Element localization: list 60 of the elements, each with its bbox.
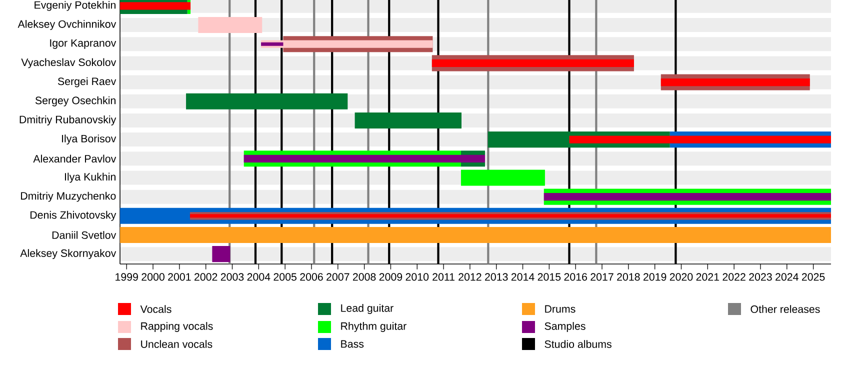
y-tick-label: Alexander Pavlov bbox=[33, 154, 116, 163]
x-tick-label: 1999 bbox=[116, 273, 138, 281]
x-tick-label: 2013 bbox=[485, 273, 508, 281]
legend-label: Unclean vocals bbox=[141, 340, 212, 348]
x-tick-label: 2009 bbox=[379, 273, 402, 281]
legend-label: Lead guitar bbox=[341, 304, 394, 314]
y-tick-label: Sergey Osechkin bbox=[35, 96, 116, 106]
x-tick-label: 2012 bbox=[458, 273, 482, 281]
y-tick-label: Daniil Svetlov bbox=[52, 231, 116, 239]
bar bbox=[569, 136, 832, 144]
y-tick-label: Dmitriy Rubanovskiy bbox=[20, 115, 116, 126]
y-tick-label: Ilya Kukhin bbox=[64, 172, 116, 183]
x-tick-label: 2010 bbox=[406, 273, 429, 281]
bar bbox=[460, 170, 545, 186]
x-tick-label: 2018 bbox=[617, 273, 640, 281]
x-tick-label: 2014 bbox=[511, 273, 534, 281]
legend-label: Rhythm guitar bbox=[341, 322, 406, 332]
x-tick-label: 2000 bbox=[142, 273, 164, 281]
x-tick-label: 2005 bbox=[274, 273, 296, 281]
bar bbox=[120, 226, 832, 244]
x-tick-label: 2007 bbox=[326, 273, 350, 281]
x-tick-label: 2015 bbox=[538, 273, 561, 281]
legend-label: Vocals bbox=[140, 305, 172, 313]
y-tick-label: Denis Zhivotovsky bbox=[30, 210, 116, 221]
y-tick-label: Evgeniy Potekhin bbox=[34, 0, 116, 11]
y-tick-label: Aleksey Ovchinnikov bbox=[18, 20, 116, 30]
x-tick-label: 2025 bbox=[802, 273, 825, 281]
x-tick-label: 2024 bbox=[776, 273, 798, 281]
y-tick-label: Aleksey Skornyakov bbox=[20, 249, 116, 260]
x-tick-label: 2017 bbox=[590, 273, 614, 281]
y-tick-label: Dmitriy Muzychenko bbox=[21, 192, 116, 202]
bar bbox=[432, 59, 634, 68]
x-tick-label: 2006 bbox=[300, 273, 323, 281]
x-tick-label: 2011 bbox=[432, 273, 454, 281]
legend-label: Drums bbox=[545, 305, 576, 313]
bar bbox=[186, 93, 348, 110]
bar bbox=[354, 112, 462, 128]
bar bbox=[544, 192, 832, 201]
bar bbox=[660, 78, 810, 86]
legend-label: Studio albums bbox=[544, 340, 612, 348]
bar bbox=[244, 154, 486, 162]
y-tick-label: Sergei Raev bbox=[58, 77, 116, 88]
legend-label: Samples bbox=[544, 322, 586, 332]
y-tick-label: Vyacheslav Sokolov bbox=[21, 58, 116, 68]
x-tick-label: 2001 bbox=[168, 273, 191, 281]
legend-label: Bass bbox=[341, 340, 364, 348]
x-tick-label: 2021 bbox=[696, 273, 720, 281]
x-tick-label: 2022 bbox=[722, 273, 746, 281]
x-tick-label: 2023 bbox=[749, 273, 772, 281]
legend-label: Rapping vocals bbox=[141, 322, 213, 332]
x-tick-label: 2020 bbox=[670, 273, 693, 281]
x-tick-label: 2002 bbox=[194, 273, 218, 281]
x-tick-label: 2003 bbox=[220, 273, 244, 281]
x-tick-label: 2008 bbox=[352, 273, 376, 281]
x-tick-label: 2016 bbox=[564, 273, 587, 281]
x-tick-label: 2004 bbox=[247, 273, 270, 281]
y-tick-label: Igor Kapranov bbox=[50, 39, 116, 49]
legend-label: Other releases bbox=[750, 305, 820, 313]
x-tick-label: 2019 bbox=[644, 273, 666, 281]
y-tick-label: Ilya Borisov bbox=[62, 134, 116, 145]
